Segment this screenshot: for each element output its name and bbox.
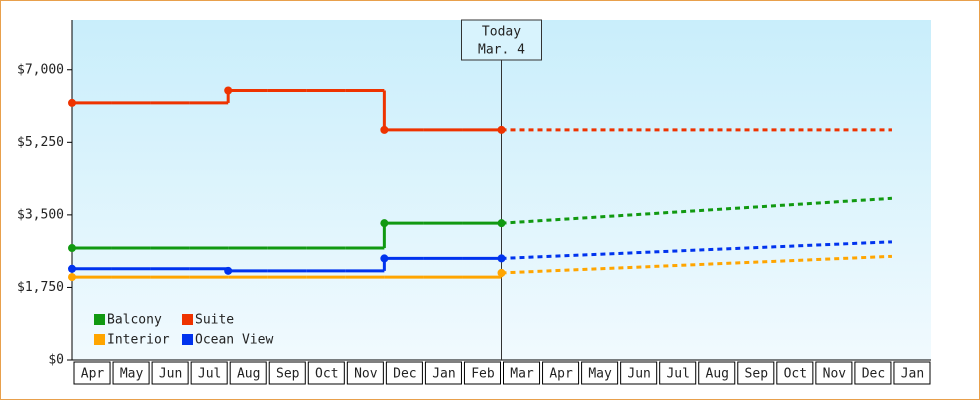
legend-swatch — [182, 314, 193, 325]
marker — [380, 219, 389, 228]
x-tick-box — [346, 361, 384, 385]
x-tick-box — [893, 361, 931, 385]
marker — [68, 98, 76, 107]
y-tick-label: $7,000 — [17, 62, 64, 77]
x-tick-box — [815, 361, 853, 385]
today-label: Mar. 4 — [478, 43, 525, 58]
x-tick-box — [307, 361, 345, 385]
series — [68, 196, 893, 253]
marker — [497, 268, 506, 277]
marker — [68, 273, 76, 282]
legend-label: Interior — [107, 333, 170, 348]
series — [68, 240, 893, 275]
x-tick-box — [737, 361, 775, 385]
x-tick-label: Aug — [706, 367, 729, 382]
x-tick-label: Jul — [666, 367, 689, 382]
x-tick-box — [542, 361, 580, 385]
y-tick-label: $3,500 — [17, 207, 64, 222]
x-tick-box — [776, 361, 814, 385]
forecast-line — [501, 240, 893, 260]
x-tick-box — [424, 361, 462, 385]
x-tick-box — [659, 361, 697, 385]
series — [68, 86, 892, 134]
x-tick-label: Dec — [862, 367, 885, 382]
marker — [380, 125, 389, 134]
marker — [380, 254, 389, 263]
marker — [224, 266, 233, 275]
x-tick-box — [698, 361, 736, 385]
x-tick-label: Aug — [237, 367, 260, 382]
x-tick-label: Dec — [393, 367, 416, 382]
x-tick-label: Jul — [198, 367, 221, 382]
y-tick-label: $0 — [48, 353, 64, 368]
x-tick-label: May — [120, 367, 144, 382]
x-tick-label: Jun — [627, 367, 650, 382]
x-tick-label: Nov — [823, 367, 847, 382]
today-box — [461, 19, 542, 61]
x-tick-label: Apr — [81, 367, 105, 382]
marker — [497, 125, 506, 134]
marker — [68, 264, 76, 273]
legend-label: Suite — [195, 313, 234, 328]
x-tick-label: Jun — [159, 367, 182, 382]
legend-label: Balcony — [107, 313, 162, 328]
x-tick-label: Sep — [276, 367, 300, 382]
series — [68, 254, 893, 282]
x-tick-box — [268, 361, 306, 385]
legend-swatch — [94, 334, 105, 345]
forecast-line — [501, 196, 893, 225]
x-tick-box — [229, 361, 267, 385]
marker — [497, 254, 506, 263]
x-tick-box — [463, 361, 502, 385]
x-tick-label: Feb — [471, 367, 495, 382]
forecast-line — [501, 254, 893, 275]
x-tick-box — [151, 361, 189, 385]
x-tick-label: Nov — [354, 367, 378, 382]
x-tick-label: Mar — [510, 367, 534, 382]
marker — [68, 244, 76, 253]
x-tick-box — [503, 361, 541, 385]
x-tick-label: Oct — [315, 367, 338, 382]
legend-swatch — [182, 334, 193, 345]
y-tick-label: $5,250 — [17, 135, 64, 150]
x-tick-label: Sep — [745, 367, 769, 382]
x-tick-label: Apr — [549, 367, 573, 382]
today-label: Today — [482, 25, 521, 40]
y-tick-label: $1,750 — [17, 280, 64, 295]
x-tick-label: Oct — [784, 367, 807, 382]
x-tick-label: Jan — [432, 367, 455, 382]
marker — [497, 219, 506, 228]
marker — [224, 86, 233, 95]
x-tick-box — [190, 361, 228, 385]
legend-swatch — [94, 314, 105, 325]
x-tick-box — [112, 361, 150, 385]
x-tick-box — [854, 361, 892, 385]
legend-label: Ocean View — [195, 333, 273, 348]
x-tick-box — [385, 361, 423, 385]
x-tick-label: Jan — [901, 367, 924, 382]
x-tick-box — [581, 361, 619, 385]
x-tick-box — [620, 361, 658, 385]
x-tick-box — [73, 361, 111, 385]
x-tick-label: May — [588, 367, 612, 382]
